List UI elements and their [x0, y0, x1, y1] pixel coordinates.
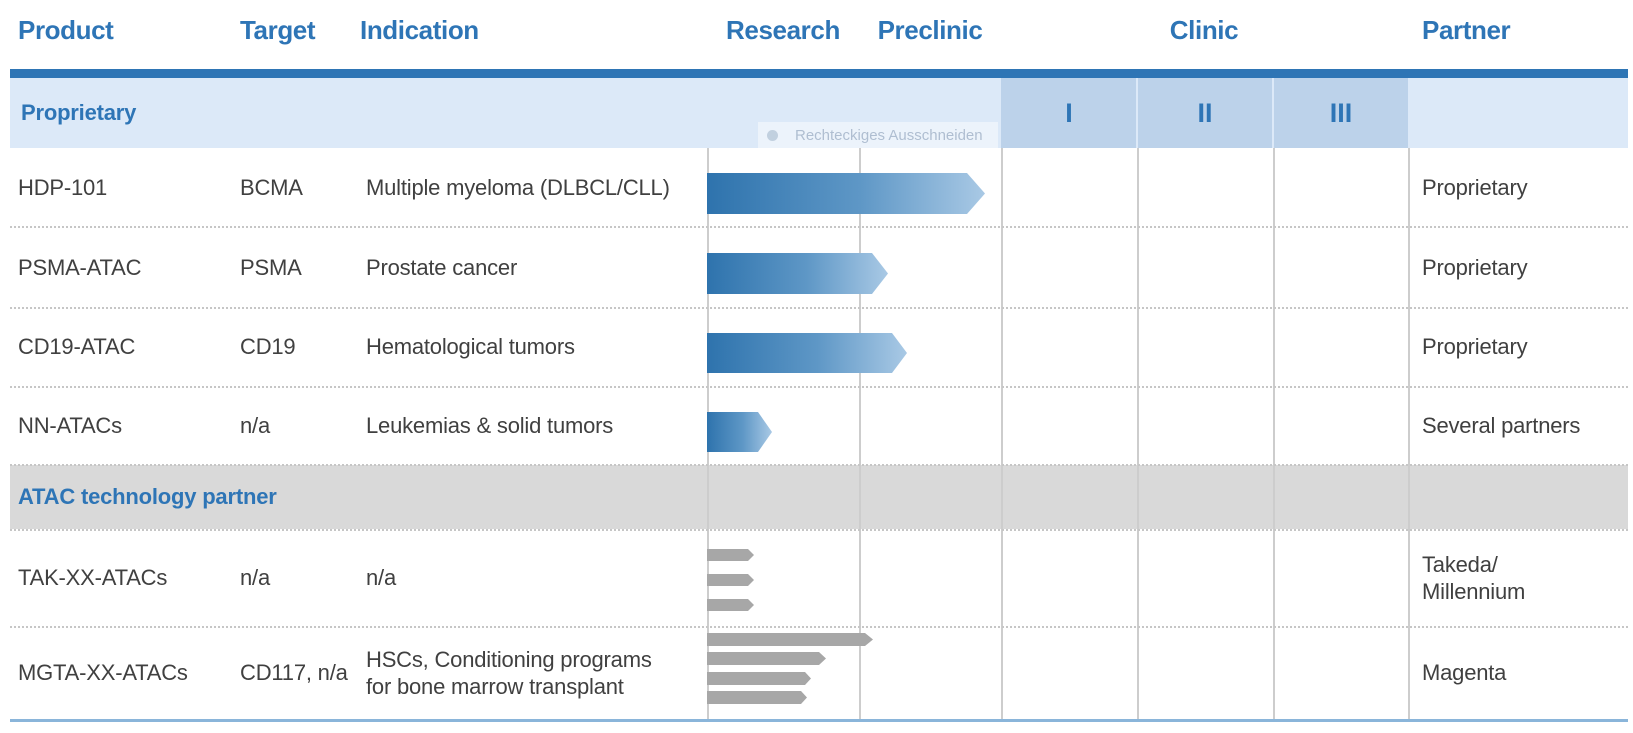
- pipeline-progress-bar: [707, 691, 807, 704]
- pipeline-progress-bar: [707, 549, 754, 561]
- section-label-atac-partner: ATAC technology partner: [18, 484, 277, 509]
- clinic-phase-cell-2: [1138, 78, 1272, 148]
- partner-line-2: Millennium: [1422, 579, 1526, 604]
- clinic-phase-label-1: I: [1065, 97, 1073, 128]
- row-separator: [10, 226, 1628, 228]
- gridline-clinic3-start: [1273, 148, 1275, 719]
- column-header-preclinic: Preclinic: [877, 14, 983, 45]
- target-cell: CD117, n/a: [240, 660, 348, 686]
- section-band-atac-partner: [10, 465, 1628, 529]
- column-header-indication: Indication: [360, 14, 479, 45]
- product-cell: NN-ATACs: [18, 413, 122, 439]
- target-cell: CD19: [240, 334, 296, 360]
- column-header-target: Target: [240, 14, 316, 45]
- clinic-phase-label-2: II: [1197, 97, 1213, 128]
- column-header-partner: Partner: [1422, 14, 1511, 45]
- pipeline-progress-bar: [707, 333, 907, 373]
- header-divider-rule: [10, 69, 1628, 78]
- row-separator: [10, 529, 1628, 531]
- clinic-phase-cell-3: [1274, 78, 1408, 148]
- partner-line-1: Takeda/: [1422, 551, 1498, 577]
- bottom-rule: [10, 719, 1628, 722]
- watermark-label: Rechteckiges Ausschneiden: [795, 126, 983, 144]
- pipeline-progress-bar: [707, 574, 754, 586]
- product-cell: TAK-XX-ATACs: [18, 565, 168, 591]
- product-cell: MGTA-XX-ATACs: [18, 660, 188, 686]
- pipeline-progress-bar: [707, 173, 985, 214]
- target-cell: PSMA: [240, 254, 302, 280]
- row-separator: [10, 626, 1628, 628]
- column-header-clinic: Clinic: [1169, 14, 1239, 45]
- target-cell: n/a: [240, 565, 270, 591]
- indication-line-1: HSCs, Conditioning programs: [366, 646, 652, 672]
- table-row-psma-atac: PSMA-ATAC PSMA Prostate cancer Proprieta…: [0, 227, 1633, 308]
- table-row-nn-atacs: NN-ATACs n/a Leukemias & solid tumors Se…: [0, 387, 1633, 465]
- partner-cell: Takeda/ Millennium: [1422, 529, 1627, 627]
- pipeline-progress-bar: [707, 253, 888, 294]
- partner-cell: Proprietary: [1422, 334, 1528, 360]
- snipping-tool-watermark: Rechteckiges Ausschneiden: [758, 122, 998, 148]
- gridline-clinic2-start: [1137, 148, 1139, 719]
- product-cell: CD19-ATAC: [18, 334, 136, 360]
- table-row-mgta-xx-atacs: MGTA-XX-ATACs CD117, n/a HSCs, Condition…: [0, 627, 1633, 719]
- gridline-clinic1-start: [1001, 148, 1003, 719]
- indication-cell: Multiple myeloma (DLBCL/CLL): [366, 174, 670, 200]
- indication-cell: n/a: [366, 565, 396, 591]
- product-cell: PSMA-ATAC: [18, 254, 142, 280]
- circle-dot-icon: [767, 129, 778, 141]
- row-separator: [10, 464, 1628, 466]
- table-row-tak-xx-atacs: TAK-XX-ATACs n/a n/a Takeda/ Millennium: [0, 529, 1633, 627]
- clinic-phase-label-3: III: [1329, 97, 1353, 128]
- partner-cell: Proprietary: [1422, 254, 1528, 280]
- partner-cell: Magenta: [1422, 660, 1507, 686]
- pipeline-progress-bar: [707, 599, 754, 611]
- product-cell: HDP-101: [18, 174, 108, 200]
- partner-cell: Proprietary: [1422, 174, 1528, 200]
- row-separator: [10, 307, 1628, 309]
- row-separator: [10, 386, 1628, 388]
- table-row-hdp-101: HDP-101 BCMA Multiple myeloma (DLBCL/CLL…: [0, 148, 1633, 227]
- pipeline-progress-bar: [707, 652, 826, 665]
- gridline-partner-start: [1408, 148, 1410, 719]
- clinic-phase-cell-1: [1001, 78, 1136, 148]
- indication-cell: Leukemias & solid tumors: [366, 413, 614, 439]
- pipeline-progress-bar: [707, 672, 811, 685]
- target-cell: n/a: [240, 413, 270, 439]
- column-header-research: Research: [726, 14, 840, 45]
- pipeline-progress-bar: [707, 412, 772, 452]
- indication-cell: HSCs, Conditioning programs for bone mar…: [366, 627, 701, 719]
- pipeline-progress-bar: [707, 633, 873, 646]
- indication-line-2: for bone marrow transplant: [366, 674, 624, 699]
- target-cell: BCMA: [240, 174, 303, 200]
- indication-cell: Hematological tumors: [366, 334, 575, 360]
- section-label-proprietary: Proprietary: [21, 100, 137, 125]
- partner-cell: Several partners: [1422, 413, 1581, 439]
- indication-cell: Prostate cancer: [366, 254, 518, 280]
- column-header-product: Product: [18, 14, 114, 45]
- gridline-preclinic-start: [859, 148, 861, 719]
- table-row-cd19-atac: CD19-ATAC CD19 Hematological tumors Prop…: [0, 308, 1633, 386]
